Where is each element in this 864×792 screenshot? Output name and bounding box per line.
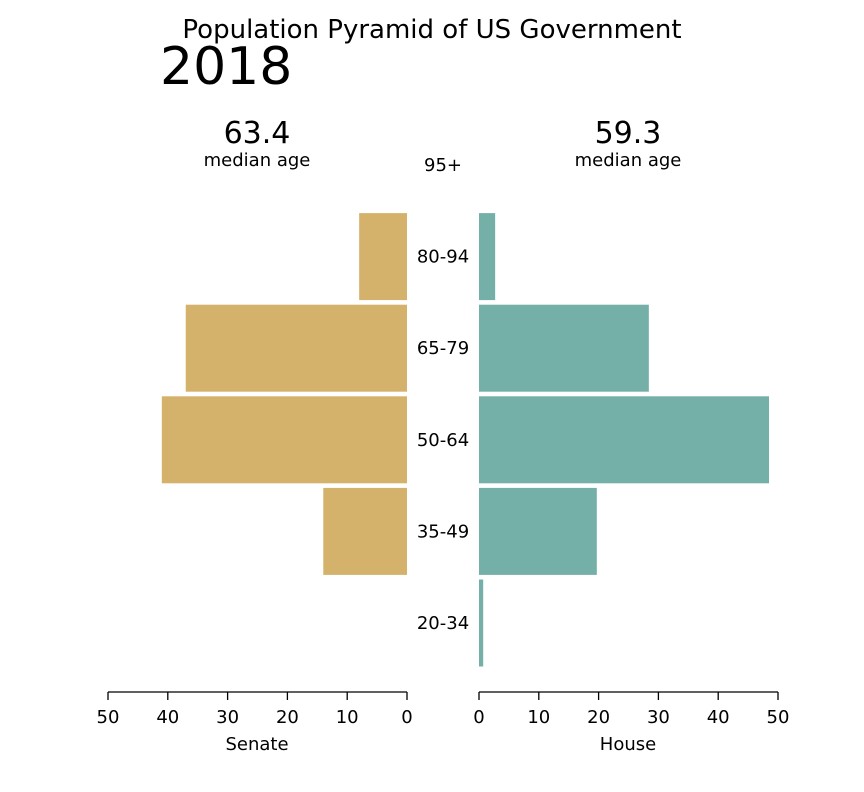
house-bar-65-79 xyxy=(479,304,649,392)
category-label-20-34: 20-34 xyxy=(417,613,469,634)
senate-median-label: median age xyxy=(204,150,311,171)
category-label-95plus: 95+ xyxy=(424,155,462,176)
house-axis-label: House xyxy=(600,734,656,755)
house-tick-label-30: 30 xyxy=(647,707,670,728)
house-bar-35-49 xyxy=(479,487,597,575)
senate-bar-80-94 xyxy=(359,213,407,301)
senate-bar-65-79 xyxy=(185,304,407,392)
senate-tick-label-0: 0 xyxy=(401,707,412,728)
senate-median-value: 63.4 xyxy=(224,116,291,151)
house-bar-80-94 xyxy=(479,213,496,301)
house-tick-label-50: 50 xyxy=(767,707,790,728)
house-tick-label-40: 40 xyxy=(707,707,730,728)
house-axis: 0 10 20 30 40 50 xyxy=(473,691,790,728)
senate-bar-35-49 xyxy=(323,487,407,575)
senate-bar-50-64 xyxy=(161,396,407,484)
senate-tick-label-10: 10 xyxy=(336,707,359,728)
bar-group xyxy=(161,213,770,667)
category-label-65-79: 65-79 xyxy=(417,338,469,359)
category-label-35-49: 35-49 xyxy=(417,521,469,542)
senate-tick-label-50: 50 xyxy=(97,707,120,728)
house-median-label: median age xyxy=(575,150,682,171)
senate-axis-label: Senate xyxy=(225,734,288,755)
chart-title: Population Pyramid of US Government xyxy=(182,15,681,45)
house-median-value: 59.3 xyxy=(595,116,662,151)
house-tick-label-10: 10 xyxy=(527,707,550,728)
chart-year: 2018 xyxy=(160,37,292,97)
house-bar-20-34 xyxy=(479,579,484,667)
senate-axis: 50 40 30 20 10 0 xyxy=(97,691,413,728)
house-tick-label-0: 0 xyxy=(473,707,484,728)
senate-tick-label-20: 20 xyxy=(276,707,299,728)
house-bar-50-64 xyxy=(479,396,770,484)
senate-tick-label-30: 30 xyxy=(216,707,239,728)
category-label-50-64: 50-64 xyxy=(417,430,469,451)
senate-tick-label-40: 40 xyxy=(156,707,179,728)
house-tick-label-20: 20 xyxy=(587,707,610,728)
category-label-80-94: 80-94 xyxy=(417,247,469,268)
category-labels: 20-34 35-49 50-64 65-79 80-94 95+ xyxy=(417,155,469,634)
